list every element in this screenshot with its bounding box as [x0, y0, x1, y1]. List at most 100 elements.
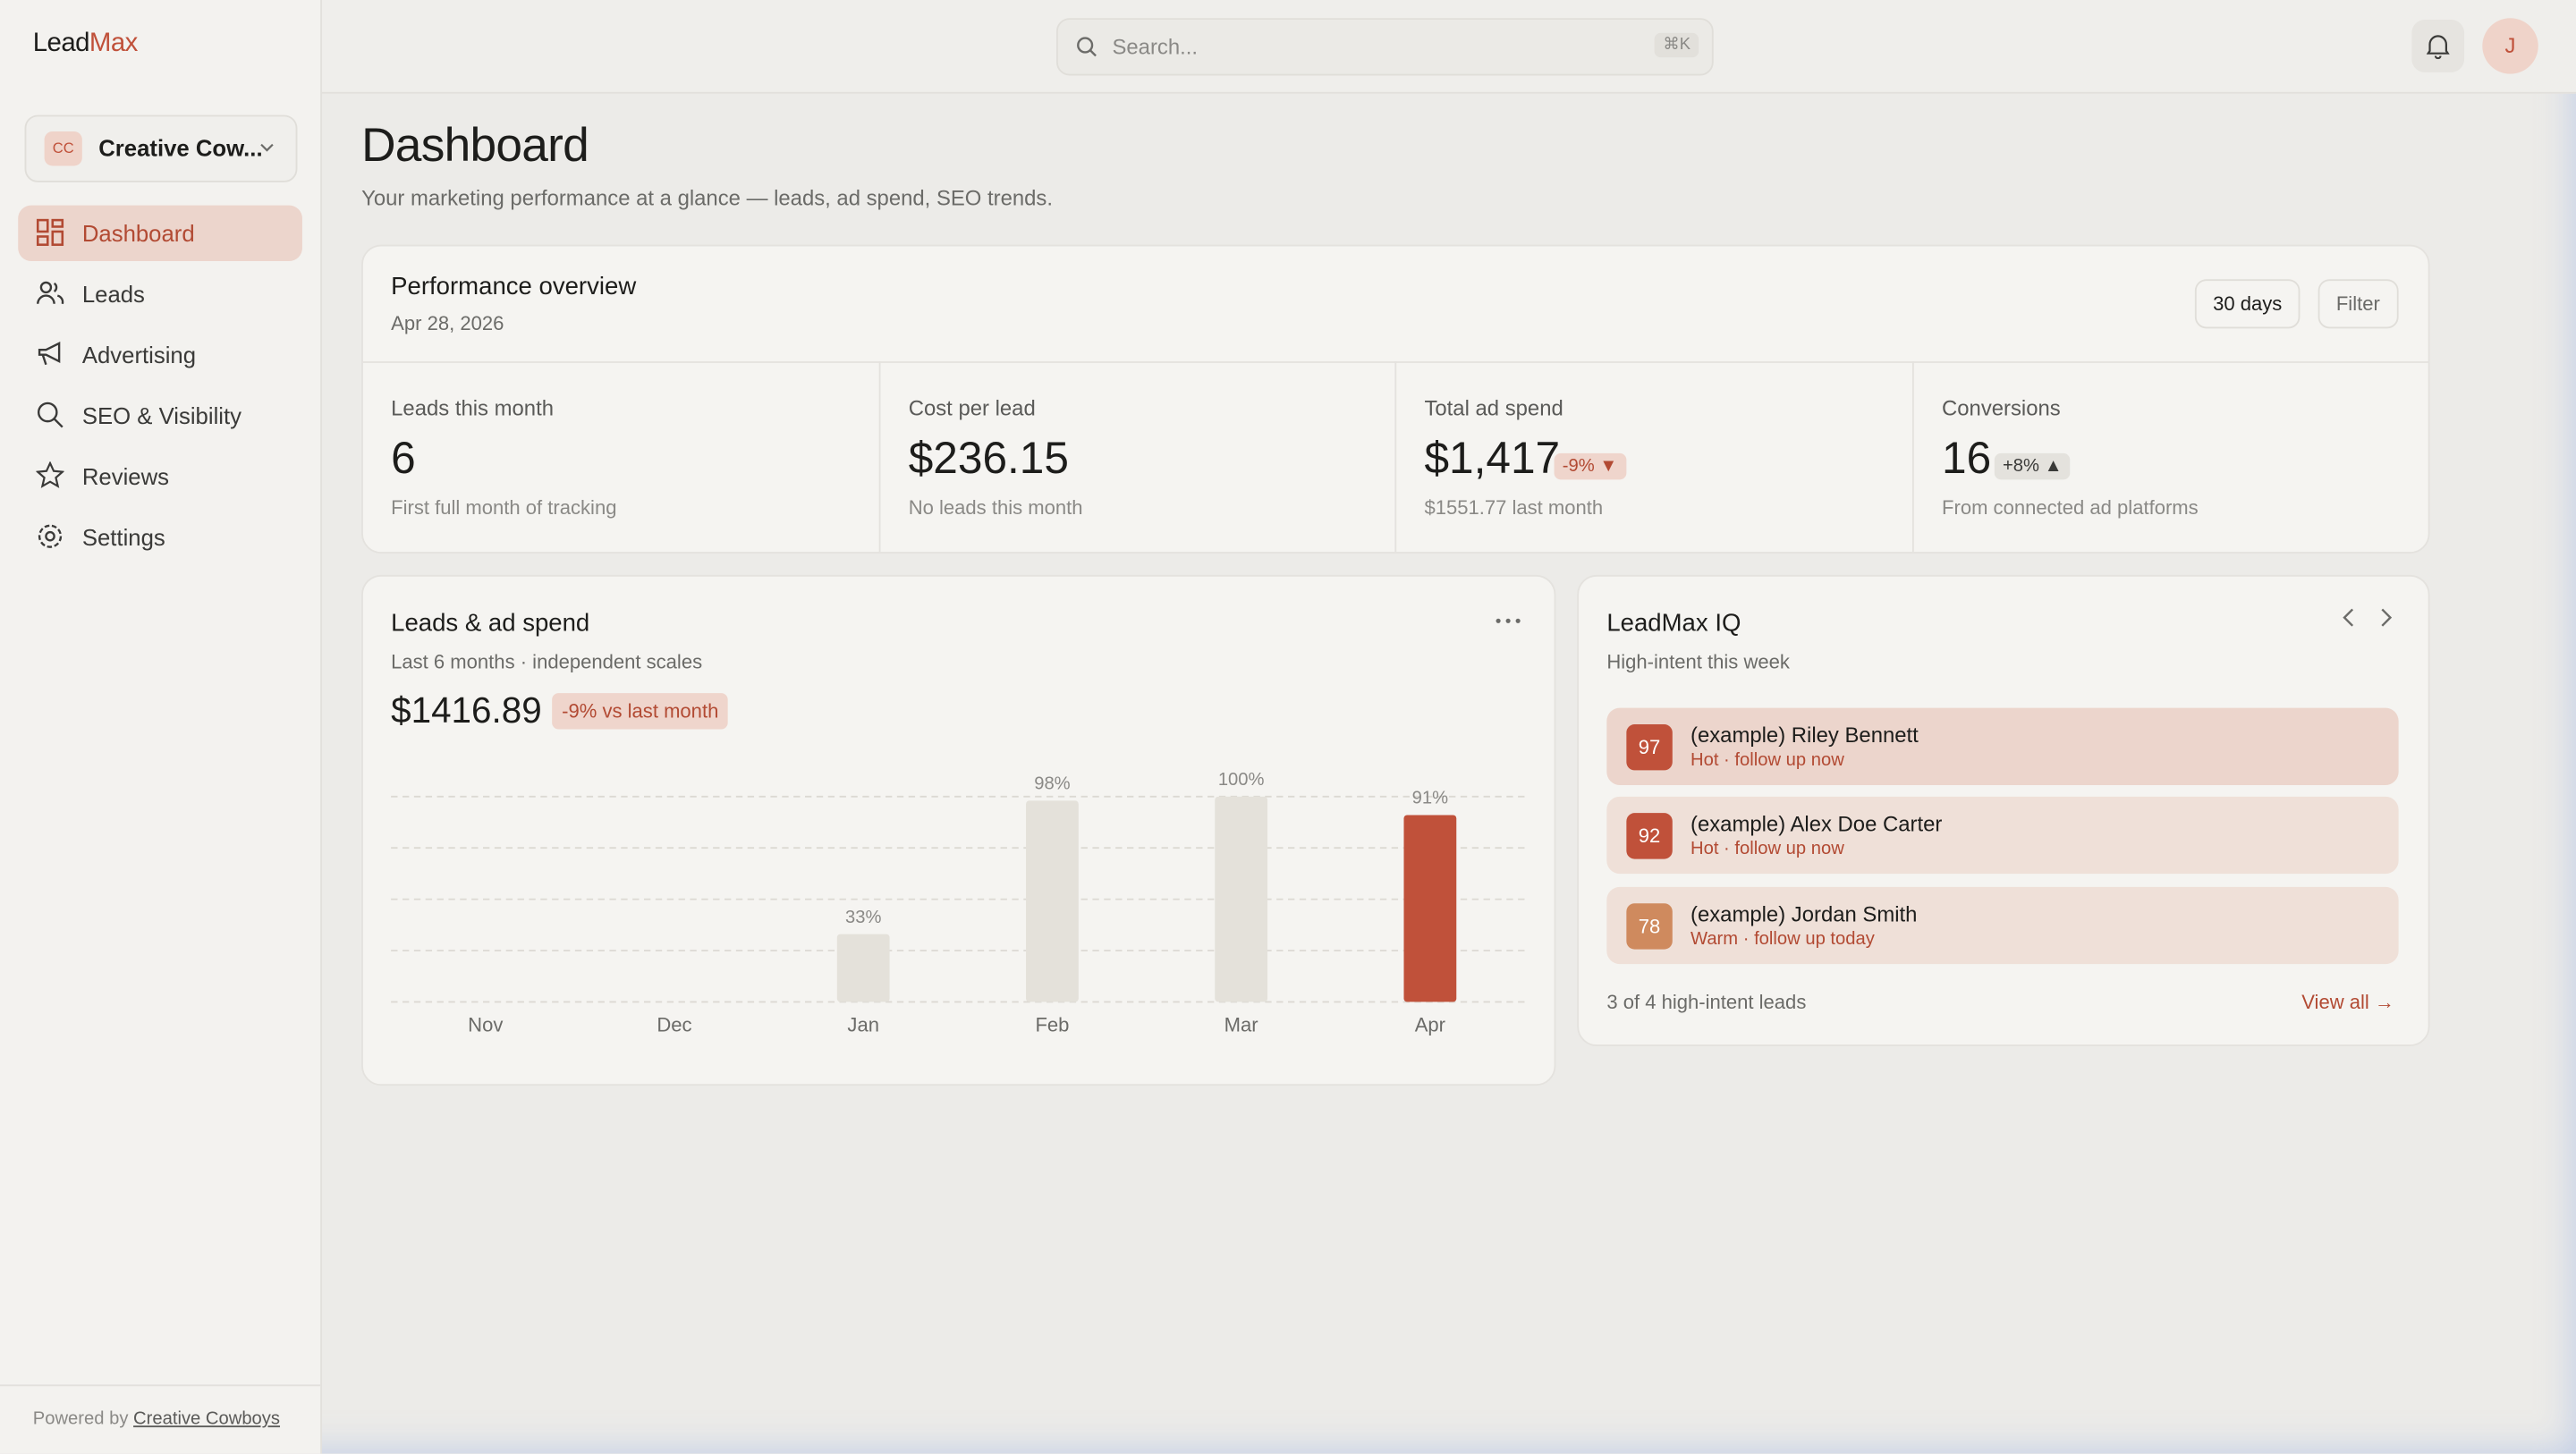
kpi: Conversions 16 +8% ▲ From connected ad p…: [1911, 361, 2430, 553]
nav-icon: [36, 461, 64, 488]
kpi-label: Conversions: [1942, 395, 2061, 421]
lead-name: (example) Jordan Smith: [1690, 901, 1918, 926]
x-tick-label: Feb: [1035, 1013, 1069, 1036]
bar-chart: Nov Dec Jan 33% Feb 98% Mar 100% Apr 91%: [391, 770, 1525, 1036]
nav-label: Dashboard: [81, 220, 195, 247]
search-placeholder: Search...: [1112, 34, 1199, 60]
footer-prefix: Powered by: [32, 1408, 129, 1429]
card-subtitle: High-intent this week: [1606, 650, 1790, 674]
kpi-label: Leads this month: [391, 395, 555, 421]
kpi-value: 6: [391, 433, 416, 483]
lead-score: 92: [1626, 813, 1673, 859]
divider: [0, 1384, 321, 1387]
lead-row[interactable]: 97 (example) Riley Bennett Hot · follow …: [1606, 707, 2399, 785]
nav-item[interactable]: Settings: [18, 509, 302, 564]
logo-part: Lead: [32, 30, 90, 58]
kpi: Total ad spend $1,417 -9% ▼ $1551.77 las…: [1394, 361, 1912, 553]
bar: [1403, 815, 1457, 1002]
value-label: 100%: [1218, 770, 1265, 790]
kpi-badge: -9% ▼: [1554, 452, 1626, 480]
kpi-note: First full month of tracking: [391, 495, 617, 520]
card-title: LeadMax IQ: [1606, 609, 1741, 638]
lead-status: Warm · follow up today: [1690, 929, 1875, 950]
nav-icon: [38, 341, 61, 366]
lead-name: (example) Riley Bennett: [1690, 723, 1919, 748]
workspace-initials: CC: [44, 131, 82, 166]
filter-button[interactable]: Filter: [2318, 279, 2399, 329]
nav-item[interactable]: Dashboard: [18, 205, 302, 262]
x-tick-label: Apr: [1415, 1013, 1445, 1036]
bar: [836, 934, 890, 1002]
kpi: Leads this month 6 First full month of t…: [362, 361, 879, 552]
range-button[interactable]: 30 days: [2194, 279, 2301, 329]
x-tick-label: Nov: [468, 1013, 503, 1036]
workspace-name: Creative Cow...: [98, 134, 263, 161]
footer-link[interactable]: Creative Cowboys: [133, 1408, 281, 1429]
bar: [1215, 796, 1268, 1002]
total-badge: -9% vs last month: [552, 693, 729, 730]
search-box[interactable]: Search... ⌘K: [1056, 18, 1714, 76]
notifications[interactable]: [2411, 20, 2465, 72]
page-title: Dashboard: [361, 120, 589, 173]
kpi-badge: +8% ▲: [1994, 452, 2071, 480]
nav-label: Leads: [81, 281, 145, 308]
logo[interactable]: LeadMax: [32, 30, 139, 59]
user-avatar[interactable]: J: [2482, 18, 2538, 74]
view-all-link[interactable]: View all →: [2301, 990, 2394, 1014]
nav-icon: [37, 402, 64, 428]
nav-item[interactable]: Reviews: [18, 448, 302, 503]
kpi-label: Cost per lead: [908, 395, 1036, 421]
bell-icon: [2426, 35, 2450, 60]
card-date: Apr 28, 2026: [391, 311, 504, 335]
workspace-switcher[interactable]: CC Creative Cow...: [24, 114, 298, 182]
shortcut: ⌘K: [1655, 32, 1699, 58]
kpi-label: Total ad spend: [1424, 395, 1563, 421]
lead-row[interactable]: 92 (example) Alex Doe Carter Hot · follo…: [1606, 796, 2399, 875]
logo-part: Max: [89, 30, 138, 58]
x-tick-label: Jan: [847, 1013, 879, 1036]
bar: [1026, 800, 1079, 1002]
kpi-value: 16: [1942, 433, 1992, 483]
lead-score: 97: [1626, 723, 1673, 771]
nav-item[interactable]: Leads: [18, 266, 302, 322]
nav-item[interactable]: Advertising: [18, 327, 302, 383]
nav-icon: [36, 218, 64, 246]
lead-row[interactable]: 78 (example) Jordan Smith Warm · follow …: [1606, 886, 2399, 965]
nav-item[interactable]: SEO & Visibility: [18, 387, 302, 443]
x-tick-label: Mar: [1224, 1013, 1258, 1036]
search-icon: [1077, 37, 1097, 57]
kpi: Cost per lead $236.15 No leads this mont…: [878, 361, 1397, 553]
x-tick-label: Dec: [657, 1013, 691, 1036]
nav-icon: [37, 281, 64, 305]
card-subtitle: Last 6 months · independent scales: [391, 650, 703, 674]
nav-label: Settings: [81, 523, 165, 551]
value-label: 33%: [845, 908, 881, 927]
nav-icon: [38, 524, 63, 548]
chevron: [260, 143, 274, 152]
total-value: $1416.89: [391, 689, 542, 731]
leads-card: [361, 574, 1556, 1086]
kpi-note: From connected ad platforms: [1942, 495, 2199, 520]
card-title: Performance overview: [391, 272, 637, 301]
lead-count: 3 of 4 high-intent leads: [1606, 990, 1807, 1014]
value-label: 91%: [1412, 789, 1448, 808]
lead-name: (example) Alex Doe Carter: [1690, 811, 1943, 836]
more-menu[interactable]: [1487, 611, 1530, 630]
page-subtitle: Your marketing performance at a glance —…: [361, 185, 1053, 211]
nav-label: Advertising: [81, 342, 197, 368]
kpi-value: $236.15: [908, 433, 1069, 483]
lead-status: Hot · follow up now: [1690, 750, 1844, 771]
kpi-note: No leads this month: [908, 495, 1083, 520]
lead-score: 78: [1626, 903, 1673, 950]
footer: Powered by Creative Cowboys: [33, 1409, 280, 1429]
kpi-value: $1,417: [1424, 433, 1561, 483]
nav-label: Reviews: [81, 462, 170, 490]
value-label: 98%: [1034, 774, 1070, 794]
lead-status: Hot · follow up now: [1690, 839, 1844, 859]
kpi-note: $1551.77 last month: [1424, 495, 1604, 520]
card-title: Leads & ad spend: [391, 609, 590, 638]
pager[interactable]: [2336, 606, 2402, 630]
